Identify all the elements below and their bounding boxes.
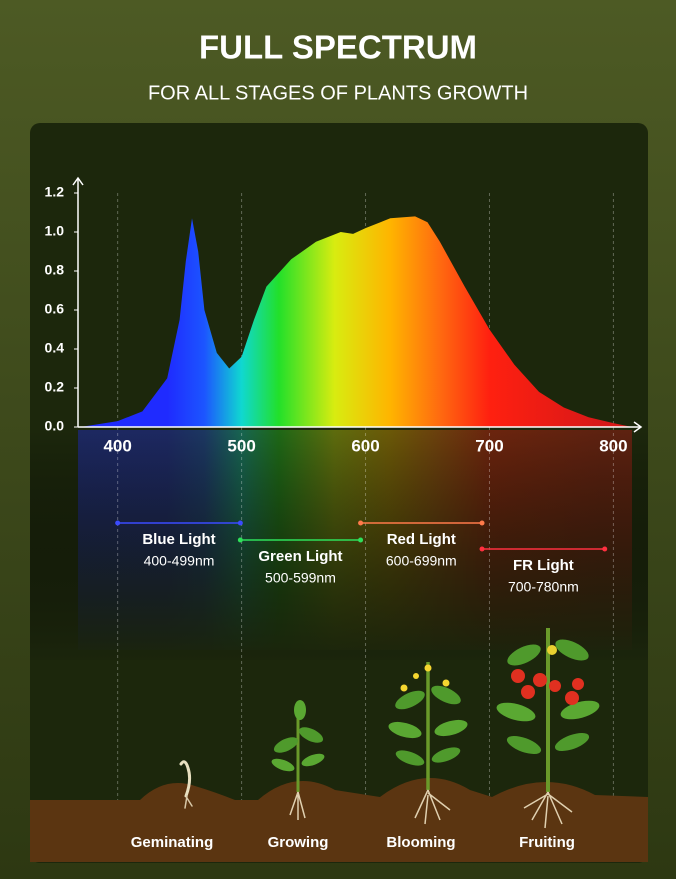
band-range: 500-599nm xyxy=(265,570,336,586)
flower xyxy=(400,684,408,692)
x-tick-label: 800 xyxy=(599,436,627,455)
soil xyxy=(30,778,648,862)
leaf xyxy=(554,732,590,752)
x-tick-label: 500 xyxy=(227,436,255,455)
tomato xyxy=(572,678,584,690)
roots xyxy=(289,791,306,820)
band-end xyxy=(479,546,485,552)
leaf xyxy=(434,719,468,737)
tomato xyxy=(565,691,579,705)
y-tick-label: 0.2 xyxy=(45,379,65,395)
flower xyxy=(442,679,450,687)
leaf xyxy=(395,750,425,766)
y-tick-label: 0.8 xyxy=(45,262,65,278)
tomato xyxy=(533,673,547,687)
y-tick-label: 1.0 xyxy=(45,223,65,239)
leaf xyxy=(506,735,542,755)
y-tick-label: 0.4 xyxy=(45,340,65,356)
tomato xyxy=(511,669,525,683)
plant-blooming xyxy=(388,662,468,825)
leaf xyxy=(301,753,325,767)
leaf xyxy=(271,758,295,772)
flower xyxy=(413,673,419,679)
leaf xyxy=(273,737,299,753)
leaf xyxy=(560,700,600,720)
roots xyxy=(414,789,451,825)
band-end xyxy=(602,546,608,552)
flower xyxy=(547,645,557,655)
stage-label: Blooming xyxy=(386,834,455,851)
band-end xyxy=(237,520,243,526)
stage-label: Growing xyxy=(268,834,329,851)
leaf xyxy=(431,747,461,763)
x-axis-arrow xyxy=(633,421,643,433)
y-tick-label: 1.2 xyxy=(45,184,65,200)
band-name: Green Light xyxy=(258,548,342,565)
subtitle: FOR ALL STAGES OF PLANTS GROWTH xyxy=(148,82,528,104)
band-end xyxy=(115,520,121,526)
plant-growing xyxy=(271,700,325,820)
leaf xyxy=(298,727,324,743)
title: FULL SPECTRUM xyxy=(199,29,477,66)
band-name: Red Light xyxy=(387,531,456,548)
plant-seedling xyxy=(179,760,193,809)
glow-fade xyxy=(30,430,648,660)
spectrum-area xyxy=(80,216,632,427)
leaf xyxy=(555,639,589,661)
y-tick-label: 0.0 xyxy=(45,418,65,434)
band-end xyxy=(479,520,485,526)
band-range: 700-780nm xyxy=(508,579,579,595)
roots xyxy=(523,791,573,829)
band-name: FR Light xyxy=(513,557,574,574)
leaf xyxy=(496,702,536,722)
stage-label: Fruiting xyxy=(519,834,575,851)
sprout xyxy=(179,760,192,798)
leaf xyxy=(507,644,541,666)
plant-fruiting xyxy=(496,628,600,829)
band-range: 400-499nm xyxy=(144,553,215,569)
x-tick-label: 400 xyxy=(103,436,131,455)
tomato xyxy=(549,680,561,692)
band-name: Blue Light xyxy=(142,531,215,548)
leaf xyxy=(388,721,422,739)
tomato xyxy=(521,685,535,699)
band-range: 600-699nm xyxy=(386,553,457,569)
stage-label: Geminating xyxy=(131,834,214,851)
roots xyxy=(184,795,193,809)
leaf xyxy=(294,700,306,720)
x-tick-label: 700 xyxy=(475,436,503,455)
y-tick-label: 0.6 xyxy=(45,301,65,317)
flower xyxy=(424,664,432,672)
band-end xyxy=(358,520,364,526)
plot: 400 500 600 700 800 0.0 0.2 0.4 0.6 0.8 1.0 1.2 Blue… xyxy=(45,176,643,862)
x-tick-label: 600 xyxy=(351,436,379,455)
band-end xyxy=(237,537,243,543)
leaf xyxy=(431,685,461,705)
leaf xyxy=(395,690,425,710)
y-axis-arrow xyxy=(72,176,84,186)
band-end xyxy=(358,537,364,543)
